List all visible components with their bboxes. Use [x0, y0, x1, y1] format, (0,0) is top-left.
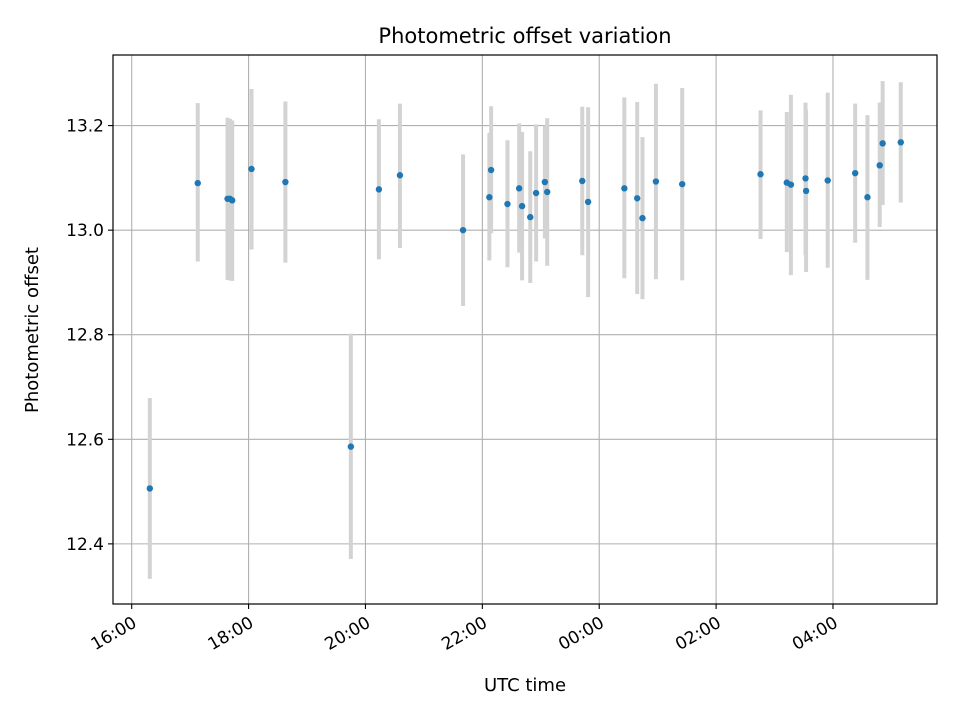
- data-point: [621, 185, 628, 192]
- data-point: [487, 166, 495, 174]
- y-tick-label: 12.4: [66, 535, 104, 555]
- x-axis-label: UTC time: [484, 675, 566, 696]
- data-point: [396, 172, 404, 179]
- data-point: [375, 186, 383, 193]
- data-point: [515, 185, 523, 192]
- data-point: [486, 194, 493, 201]
- data-point: [787, 181, 795, 188]
- y-tick-label: 13.2: [66, 117, 104, 137]
- y-tick-label: 12.8: [66, 326, 104, 346]
- data-point: [248, 165, 255, 173]
- data-point: [584, 198, 592, 206]
- data-point: [532, 189, 540, 197]
- data-point: [879, 140, 886, 147]
- data-point: [579, 177, 586, 185]
- point-layer: [146, 139, 904, 492]
- data-point: [504, 200, 511, 208]
- data-point: [229, 197, 236, 204]
- data-point: [757, 171, 764, 178]
- data-point: [851, 169, 859, 177]
- data-point: [347, 443, 355, 450]
- data-point: [634, 195, 641, 202]
- data-point: [282, 178, 289, 186]
- data-point: [459, 226, 467, 234]
- y-tick-label: 13.0: [66, 221, 104, 241]
- data-point: [652, 178, 660, 185]
- data-point: [824, 177, 831, 184]
- data-point: [527, 213, 534, 221]
- y-axis-label: Photometric offset: [22, 247, 43, 413]
- data-point: [802, 187, 810, 195]
- chart-title: Photometric offset variation: [378, 24, 671, 48]
- data-point: [518, 202, 526, 210]
- data-point: [544, 188, 551, 196]
- data-point: [897, 139, 904, 146]
- data-point: [639, 214, 646, 222]
- data-point: [864, 194, 871, 201]
- plot-frame: [112, 54, 938, 605]
- data-point: [194, 179, 201, 187]
- data-point: [876, 162, 883, 169]
- data-point: [679, 180, 686, 188]
- data-point: [146, 485, 154, 492]
- data-point: [541, 178, 549, 186]
- data-point: [802, 175, 809, 182]
- y-tick-label: 12.6: [66, 430, 104, 450]
